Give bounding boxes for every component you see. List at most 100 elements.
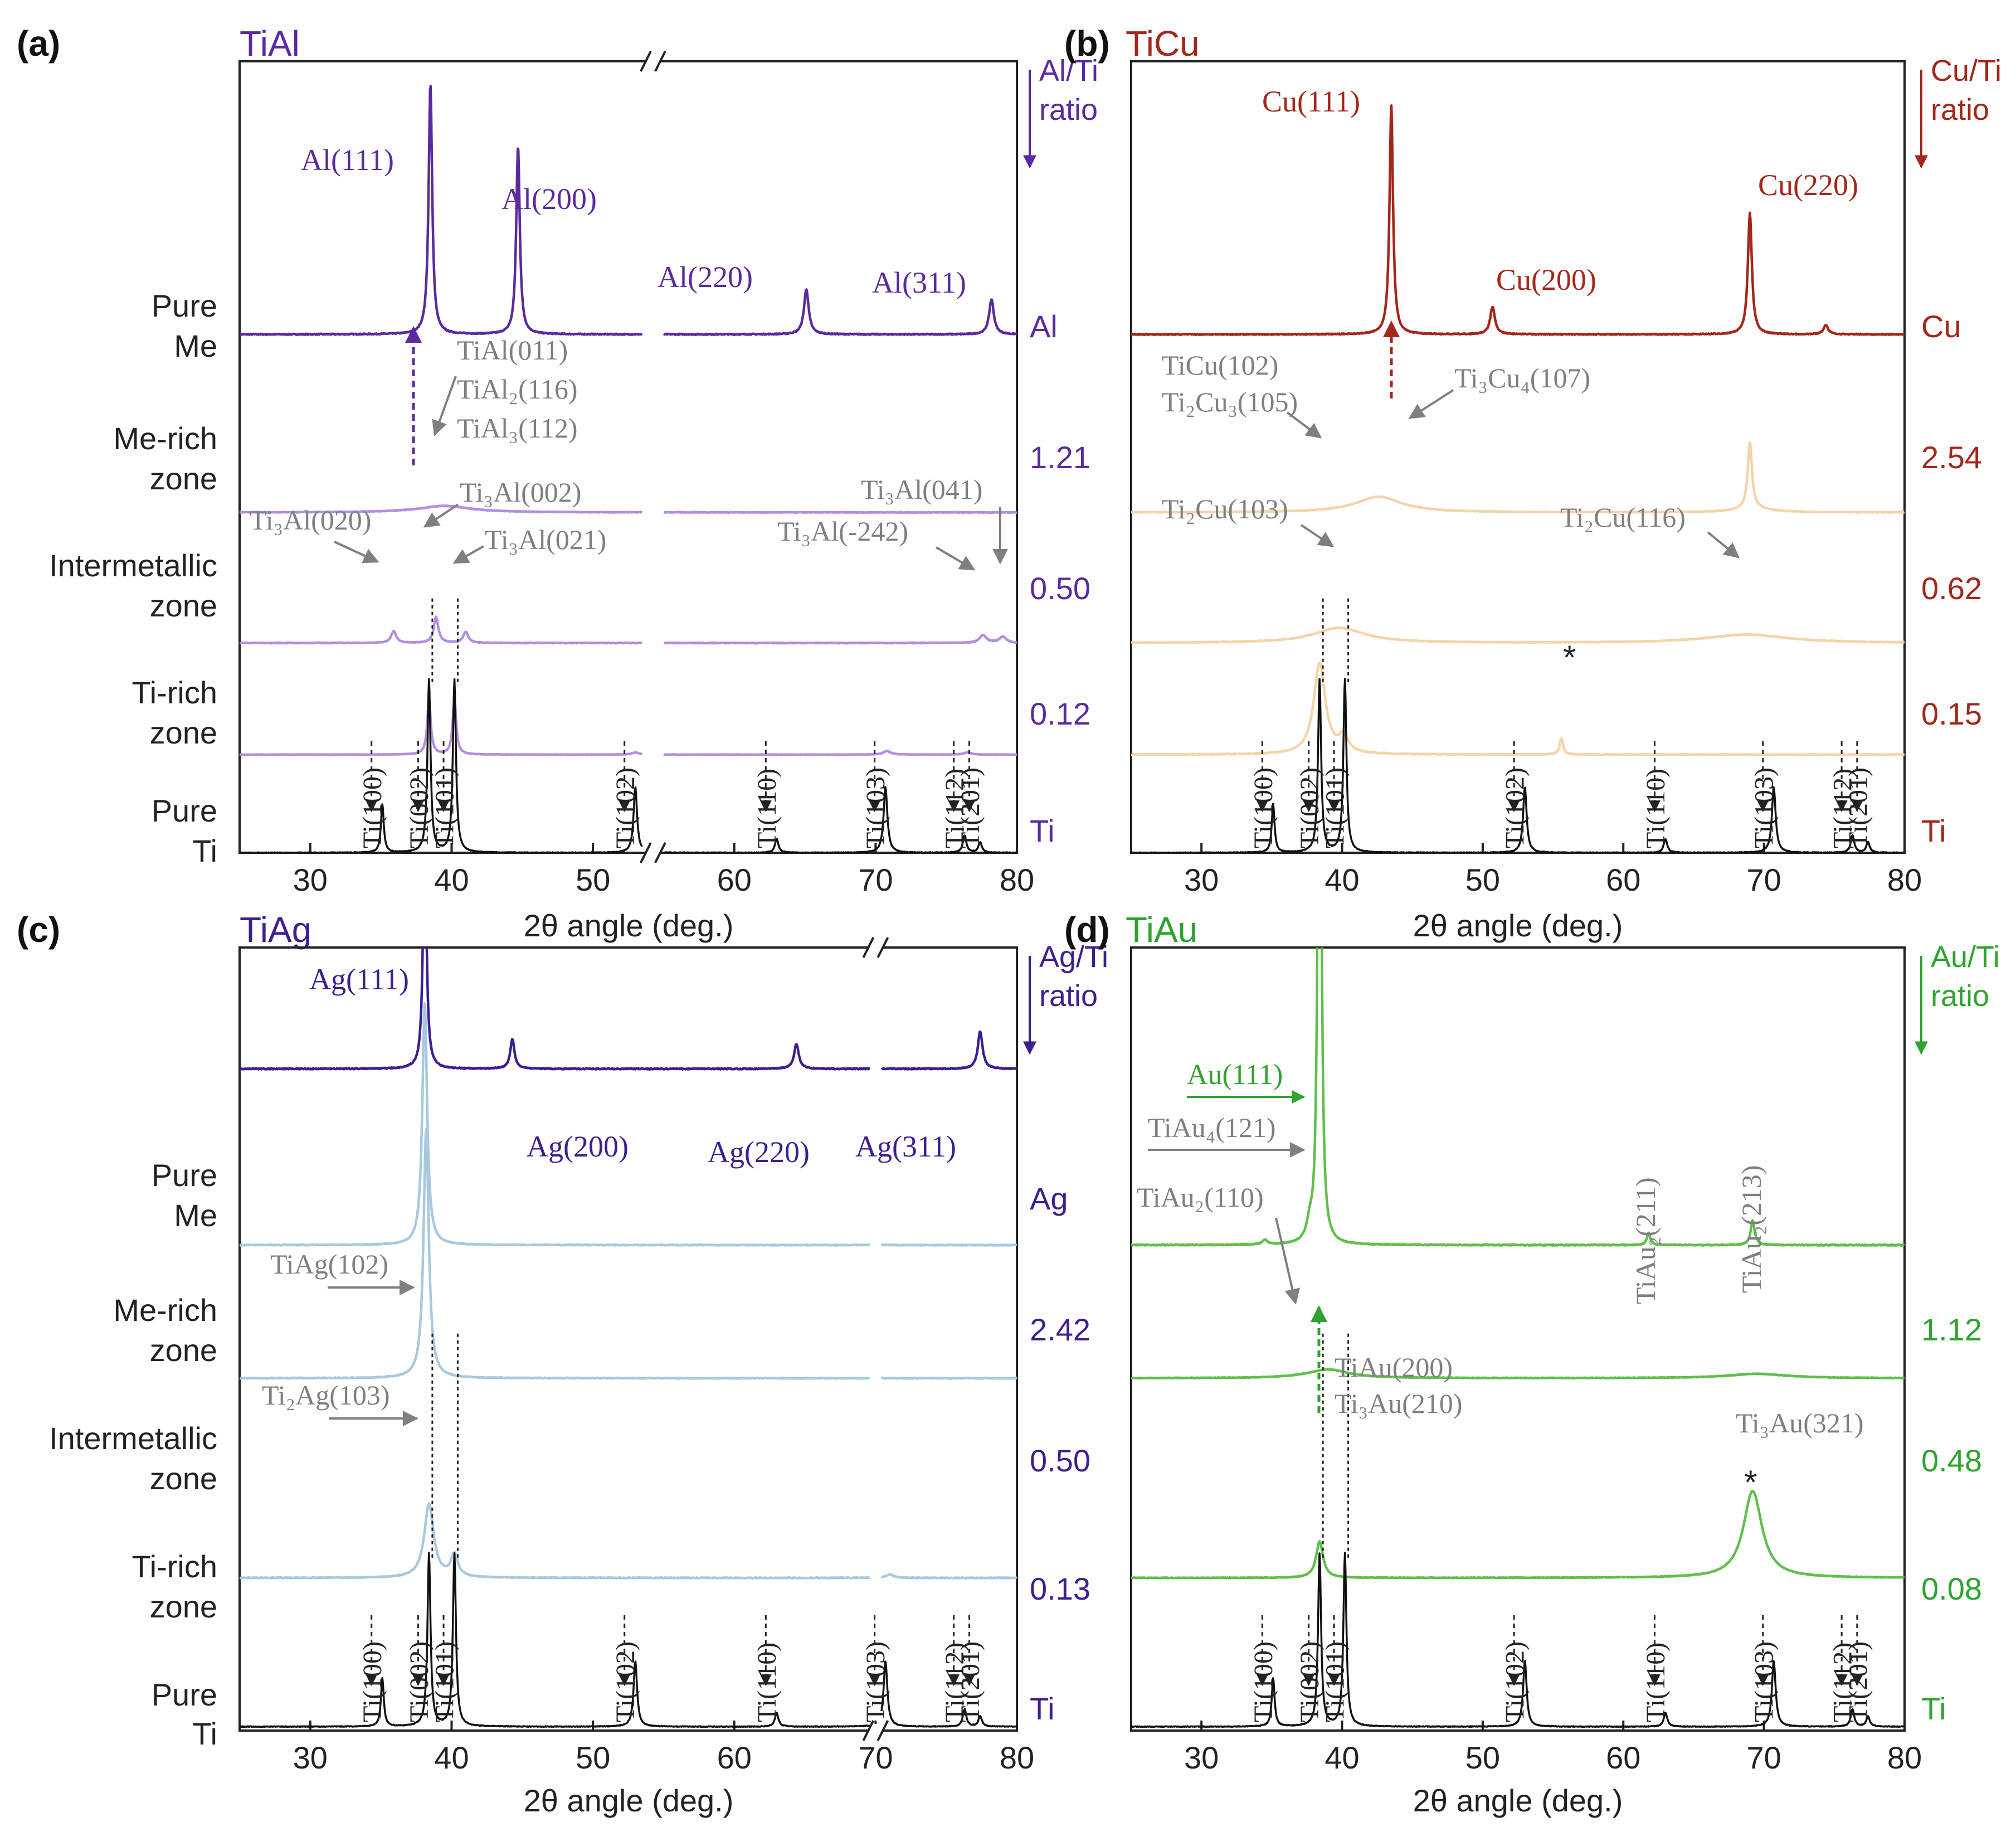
ti-peak-label: Ti(100)	[1249, 1641, 1278, 1722]
row-label-pure-ti: Pure	[152, 793, 217, 828]
x-tick-label-80: 80	[1000, 862, 1034, 897]
panel-a-row-labels: Pure Me Me-rich zone Intermetallic zone …	[49, 288, 217, 868]
panel-a-ratio-values: Al/Ti ratio Al 1.21 0.50 0.12 Ti	[1023, 54, 1098, 848]
ti-peak-label: Ti(102)	[611, 1641, 640, 1722]
panel-a-title: TiAl	[240, 23, 300, 64]
series-me-rich-zone	[240, 504, 1017, 514]
row-label-intermetallic-2: zone	[150, 1461, 217, 1496]
x-tick-label-60: 60	[717, 1740, 752, 1775]
row-label-me-rich: Me-rich	[113, 421, 217, 456]
ratio-value-ti-rich: 0.13	[1030, 1571, 1090, 1606]
row-label-me-rich: Me-rich	[113, 1292, 217, 1328]
ratio-header-1: Al/Ti	[1039, 54, 1098, 88]
ratio-value-pure-ti: Ti	[1921, 1691, 1946, 1726]
ti-peak-label: Ti(103)	[861, 1641, 890, 1722]
row-label-pure-ti-2: Ti	[192, 833, 217, 868]
arrow-ti3al-020	[334, 541, 379, 563]
axis-break-mark	[654, 842, 666, 863]
ti-peak-label: Ti(103)	[1749, 1641, 1779, 1722]
anno-ti3au321: Ti₃Au(321)	[1736, 1407, 1864, 1439]
ti-peak-label: Ti(100)	[358, 767, 387, 848]
anno-ti3al-041: Ti₃Al(041)	[861, 474, 982, 505]
axis-break-mark	[862, 937, 875, 958]
panel-c-plot: 30 40 50 60 70 80 Ti(100) Ti(002)Ti(101) Ti(102)…	[238, 937, 1034, 1775]
arrow-ti2cu-103	[1300, 524, 1335, 547]
panel-c-annotations: Ag(111) Ag(200) Ag(220) Ag(311) TiAg(102…	[262, 963, 956, 1426]
anno-ti3al-242: Ti₃Al(-242)	[777, 516, 908, 547]
ratio-value-me-rich: 2.42	[1030, 1312, 1090, 1347]
anno-tial011: TiAl(011)	[457, 334, 568, 366]
ratio-value-ti-rich: 0.08	[1921, 1571, 1982, 1606]
x-tick-label-40: 40	[1324, 1740, 1359, 1775]
ratio-value-ti-rich: 0.15	[1921, 696, 1982, 731]
ratio-value-pure-me: Cu	[1921, 309, 1961, 344]
series-pure-ti	[240, 1552, 1017, 1728]
x-tick-label-80: 80	[1887, 1740, 1922, 1775]
x-tick-label-40: 40	[434, 1740, 469, 1775]
anno-cu200: Cu(200)	[1496, 263, 1596, 297]
ratio-value-pure-me: Al	[1030, 309, 1058, 344]
ratio-value-intermetallic: 0.50	[1030, 571, 1090, 606]
ratio-value-pure-ti: Ti	[1921, 813, 1946, 848]
anno-al311: Al(311)	[872, 266, 966, 299]
series-me-rich-zone	[1131, 441, 1905, 514]
anno-au111: Au(111)	[1187, 1059, 1283, 1091]
ti-peak-label: Ti(110)	[1641, 1643, 1671, 1722]
plot-frame	[1130, 60, 1906, 854]
ti-peak-label: Ti(102)	[611, 767, 640, 848]
row-label-me-rich-2: zone	[150, 461, 217, 496]
ratio-value-ti-rich: 0.12	[1030, 696, 1090, 731]
anno-tiau4-121: TiAu₄(121)	[1148, 1112, 1276, 1143]
x-tick-label-30: 30	[1184, 1740, 1219, 1775]
arrow-ti3al-242	[935, 546, 976, 571]
arrow-ti2cu-116	[1707, 531, 1740, 558]
anno-ag111: Ag(111)	[309, 963, 409, 996]
ti-peak-label: Ti(002)	[1295, 767, 1324, 848]
anno-star: *	[1744, 1464, 1757, 1501]
ratio-value-intermetallic: 0.48	[1921, 1443, 1982, 1478]
series-intermetallic-zone	[240, 615, 1017, 645]
x-tick-label-40: 40	[1324, 862, 1359, 897]
panel-label-b: (b)	[1064, 23, 1110, 64]
row-label-pure-me-2: Me	[174, 1198, 217, 1233]
anno-ti3cu4-107: Ti₃Cu₄(107)	[1454, 362, 1590, 393]
axis-break-mark	[876, 1720, 889, 1741]
ti-peak-label: Ti(101)	[430, 1641, 460, 1722]
x-tick-label-30: 30	[293, 1740, 328, 1775]
ti-peak-label: Ti(103)	[1749, 767, 1779, 848]
x-tick-label-30: 30	[293, 862, 328, 897]
panel-d-xlabel: 2θ angle (deg.)	[1413, 1783, 1623, 1818]
row-label-ti-rich: Ti-rich	[132, 1549, 217, 1584]
row-label-pure-me-2: Me	[174, 328, 217, 363]
ti-peak-label: Ti(201)	[1843, 1641, 1873, 1722]
ratio-header-1: Au/Ti	[1931, 940, 2000, 974]
ratio-header-2: ratio	[1931, 93, 1989, 127]
anno-al200: Al(200)	[501, 182, 597, 216]
panel-b-annotations: Cu(111) Cu(200) Cu(220) TiCu(102) Ti₂Cu₃…	[1162, 85, 1858, 676]
row-label-me-rich-2: zone	[150, 1333, 217, 1368]
panel-b-plot: 30 40 50 60 70 80 Ti(100) Ti(002)Ti(101) Ti(102)…	[1130, 60, 1922, 897]
series-me-rich-zone	[240, 1002, 1017, 1247]
axis-break-mark	[862, 1720, 875, 1741]
panel-c-row-labels: Pure Me Me-rich zone Intermetallic zone …	[49, 1158, 217, 1751]
arrow-ti3al-021	[452, 545, 484, 564]
x-tick-label-70: 70	[1746, 862, 1781, 897]
ratio-value-me-rich: 1.12	[1921, 1312, 1982, 1347]
ti-peak-label: Ti(101)	[1321, 1641, 1350, 1722]
ratio-value-intermetallic: 0.50	[1030, 1443, 1090, 1478]
x-tick-label-60: 60	[1606, 862, 1640, 897]
panel-label-d: (d)	[1064, 910, 1110, 950]
x-tick-label-30: 30	[1184, 862, 1219, 897]
panel-a-xlabel: 2θ angle (deg.)	[524, 908, 734, 943]
x-tick-label-40: 40	[434, 862, 469, 897]
ti-peak-label: Ti(110)	[1641, 769, 1671, 848]
anno-cu111: Cu(111)	[1262, 85, 1360, 118]
row-label-pure-ti-2: Ti	[192, 1716, 217, 1751]
anno-tial2-116: TiAl₂(116)	[457, 373, 578, 405]
ratio-header-1: Ag/Ti	[1039, 940, 1108, 974]
series-me-rich-zone	[1131, 947, 1905, 1247]
anno-ticu102: TiCu(102)	[1162, 349, 1278, 381]
